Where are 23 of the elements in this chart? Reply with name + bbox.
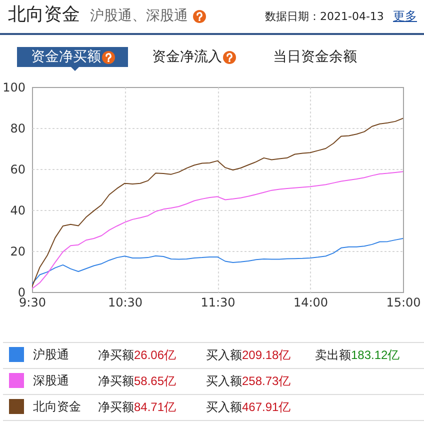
y-tick-label: 40 [10, 204, 26, 218]
text: 资金净买额 [31, 49, 101, 65]
chart-subtitle: 沪股通、深股通 [90, 8, 188, 24]
legend-label: 深股通 [33, 374, 69, 388]
text: 数据日期：2021-04-13 [265, 9, 384, 25]
x-tick-label: 14:00 [293, 296, 328, 310]
y-tick-label: 100 [2, 80, 26, 94]
line-series [32, 118, 403, 288]
y-tick-label: 80 [10, 122, 26, 136]
text: 当日资金余额 [273, 49, 357, 65]
line-series [32, 171, 403, 290]
chart-title: 北向资金 [8, 3, 80, 27]
legend-label: 北向资金 [33, 400, 81, 414]
text: 更多 [393, 8, 417, 24]
x-tick-label: 9:30 [19, 296, 46, 310]
x-tick-label: 11:30 [200, 296, 236, 310]
x-tick-label: 10:30 [108, 296, 143, 310]
line-series [32, 238, 403, 284]
x-tick-label: 15:00 [386, 296, 421, 310]
legend-label: 沪股通 [33, 348, 69, 362]
y-tick-label: 20 [10, 244, 26, 258]
y-tick-label: 60 [10, 162, 26, 176]
text: 资金净流入 [152, 49, 222, 65]
